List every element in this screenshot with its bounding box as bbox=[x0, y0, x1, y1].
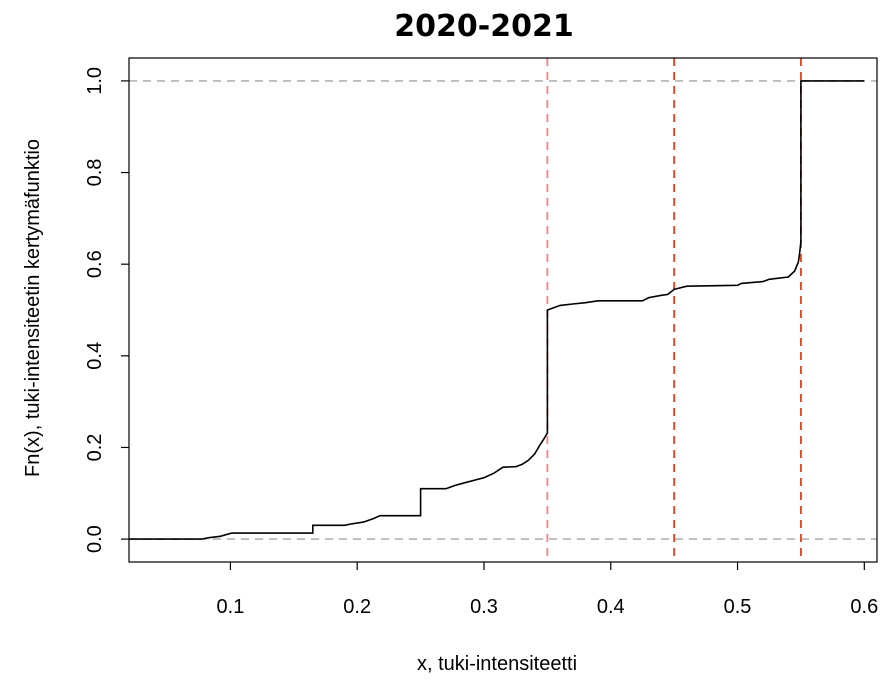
x-axis: 0.1 0.2 0.3 0.4 0.5 0.6 bbox=[217, 562, 878, 618]
x-tick-label: 0.1 bbox=[217, 596, 245, 618]
x-tick-label: 0.5 bbox=[724, 596, 752, 618]
y-tick-label: 0.4 bbox=[84, 342, 106, 370]
series-layer bbox=[129, 80, 865, 540]
reference-lines bbox=[129, 58, 877, 562]
series-line-0 bbox=[129, 80, 865, 540]
y-tick-label: 0.0 bbox=[84, 525, 106, 553]
x-tick-label: 0.6 bbox=[850, 596, 878, 618]
x-tick-label: 0.3 bbox=[470, 596, 498, 618]
y-tick-label: 1.0 bbox=[84, 67, 106, 95]
chart-title: 2020-2021 bbox=[394, 9, 573, 44]
plot-frame bbox=[128, 57, 878, 563]
y-tick-label: 0.2 bbox=[84, 434, 106, 462]
x-tick-label: 0.2 bbox=[343, 596, 371, 618]
y-axis-label: Fn(x), tuki-intensiteetin kertymäfunktio bbox=[22, 139, 44, 477]
y-tick-label: 0.8 bbox=[84, 159, 106, 187]
x-tick-label: 0.4 bbox=[597, 596, 625, 618]
x-axis-label: x, tuki-intensiteetti bbox=[417, 653, 577, 675]
y-axis: 0.0 0.2 0.4 0.6 0.8 1.0 bbox=[84, 67, 129, 553]
y-tick-label: 0.6 bbox=[84, 250, 106, 278]
